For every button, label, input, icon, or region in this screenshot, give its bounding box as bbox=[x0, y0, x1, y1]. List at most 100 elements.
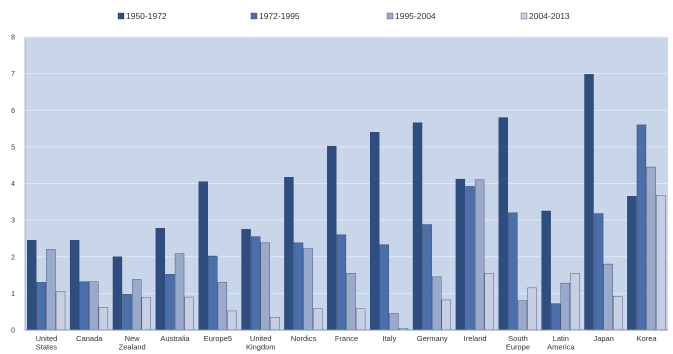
bar bbox=[346, 273, 356, 331]
bar bbox=[379, 244, 389, 331]
bar bbox=[541, 210, 551, 331]
bar bbox=[241, 229, 251, 331]
x-category-label-line: Germany bbox=[417, 334, 448, 343]
x-category-label: Australia bbox=[160, 334, 190, 343]
x-category-label-line: Italy bbox=[382, 334, 396, 343]
bar bbox=[141, 297, 151, 331]
bar bbox=[627, 196, 637, 331]
bar bbox=[303, 248, 313, 331]
x-category-label-line: Europe bbox=[506, 343, 530, 352]
x-category-label-line: United bbox=[36, 334, 58, 343]
bar bbox=[441, 299, 452, 331]
bar bbox=[131, 279, 142, 331]
x-category-label: Europe5 bbox=[204, 334, 232, 343]
bar bbox=[98, 307, 109, 331]
x-category-label-line: South bbox=[508, 334, 528, 343]
legend-label: 1995-2004 bbox=[395, 11, 436, 21]
bar bbox=[655, 195, 666, 331]
bar bbox=[636, 124, 647, 331]
y-tick-label: 8 bbox=[11, 35, 15, 42]
y-tick-label: 0 bbox=[11, 328, 15, 335]
bar bbox=[155, 228, 166, 331]
bar bbox=[250, 236, 261, 331]
bar bbox=[217, 282, 228, 331]
bar bbox=[465, 186, 475, 331]
bar bbox=[184, 296, 194, 331]
bar bbox=[284, 177, 294, 331]
bar bbox=[27, 240, 37, 331]
bar bbox=[474, 179, 485, 331]
x-category-label: South Europe bbox=[506, 334, 530, 352]
bar bbox=[551, 303, 561, 331]
bar bbox=[336, 234, 347, 331]
y-tick-labels: 0 1 2 3 4 5 6 7 8 bbox=[11, 35, 15, 335]
x-category-label-line: America bbox=[547, 343, 575, 352]
x-category-label: Korea bbox=[637, 334, 658, 343]
bar bbox=[313, 308, 323, 331]
x-category-label: Japan bbox=[593, 334, 613, 343]
legend-swatch bbox=[250, 12, 258, 20]
x-category-label-line: States bbox=[36, 343, 58, 352]
bar bbox=[89, 281, 99, 331]
y-tick-label: 7 bbox=[11, 71, 15, 78]
bar bbox=[603, 263, 613, 331]
legend-swatch bbox=[386, 12, 394, 20]
bar bbox=[527, 287, 537, 331]
x-category-label-line: Kingdom bbox=[246, 343, 276, 352]
x-category-label-line: Japan bbox=[593, 334, 613, 343]
bar bbox=[79, 281, 89, 331]
x-category-label-line: Europe5 bbox=[204, 334, 232, 343]
bar bbox=[69, 240, 80, 331]
axes bbox=[24, 37, 668, 331]
bar bbox=[593, 213, 604, 331]
x-category-label: Italy bbox=[382, 334, 396, 343]
bar bbox=[455, 178, 466, 331]
bar bbox=[412, 122, 423, 331]
x-category-label-line: Latin bbox=[553, 334, 569, 343]
x-category-label: New Zealand bbox=[119, 334, 146, 352]
bar bbox=[355, 308, 366, 331]
x-category-label-line: Korea bbox=[637, 334, 658, 343]
bar bbox=[422, 224, 432, 331]
legend-label: 1972-1995 bbox=[259, 11, 300, 21]
y-tick-label: 2 bbox=[11, 254, 15, 261]
legend-swatch bbox=[117, 12, 125, 20]
x-category-label-line: New bbox=[125, 334, 141, 343]
bar bbox=[198, 181, 208, 331]
bar bbox=[122, 293, 132, 331]
bar bbox=[369, 132, 380, 331]
x-category-label: France bbox=[335, 334, 358, 343]
y-tick-label: 4 bbox=[11, 181, 15, 188]
bar bbox=[227, 310, 237, 331]
y-tick-label: 1 bbox=[11, 291, 15, 298]
bar bbox=[432, 276, 442, 331]
bar bbox=[389, 313, 399, 331]
bar bbox=[646, 166, 656, 331]
y-tick-label: 6 bbox=[11, 108, 15, 115]
legend-label: 1950-1972 bbox=[126, 11, 167, 21]
x-category-label-line: Ireland bbox=[464, 334, 487, 343]
bar bbox=[498, 117, 508, 331]
y-tick-label: 3 bbox=[11, 218, 15, 225]
x-category-label-line: France bbox=[335, 334, 358, 343]
bar bbox=[517, 300, 528, 331]
x-category-label-line: Canada bbox=[76, 334, 103, 343]
x-category-label: Germany bbox=[417, 334, 448, 343]
x-category-label-line: Zealand bbox=[119, 343, 146, 352]
x-category-label-line: United bbox=[250, 334, 272, 343]
x-category-label: United Kingdom bbox=[246, 334, 276, 352]
bar bbox=[270, 317, 280, 331]
legend-label: 2004-2013 bbox=[529, 11, 570, 21]
bar bbox=[260, 242, 270, 331]
bar bbox=[293, 242, 304, 331]
legend-swatch bbox=[520, 12, 528, 20]
bar bbox=[613, 296, 623, 331]
bar bbox=[165, 274, 175, 331]
legend: 1950-1972 1972-1995 1995-2004 2004-2013 bbox=[117, 11, 570, 21]
x-category-label: United States bbox=[36, 334, 58, 352]
bar bbox=[570, 273, 580, 331]
bar bbox=[208, 255, 218, 331]
